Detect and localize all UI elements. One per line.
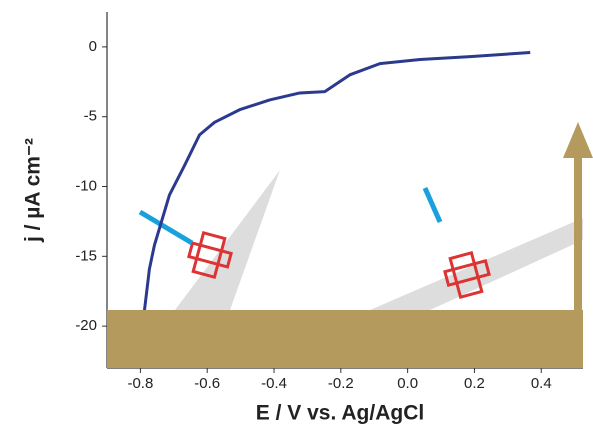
x-tick-label: -0.2 <box>328 375 354 392</box>
y-tick-label: -10 <box>75 177 97 194</box>
y-tick-label: -20 <box>75 317 97 334</box>
x-tick-label: -0.8 <box>127 375 153 392</box>
y-axis-title: j / µA cm⁻² <box>22 138 45 243</box>
x-tick-label: 0.4 <box>531 375 552 392</box>
x-tick-label: -0.6 <box>194 375 220 392</box>
x-tick-label: -0.4 <box>261 375 287 392</box>
y-tick-label: -5 <box>84 108 97 125</box>
line-series <box>142 50 531 311</box>
base-block <box>107 310 583 368</box>
arrow <box>563 122 593 312</box>
y-tick-label: -15 <box>75 247 97 264</box>
molecule-left <box>138 170 280 310</box>
x-tick-label: 0.2 <box>464 375 485 392</box>
x-tick-label: 0.0 <box>397 375 418 392</box>
molecule-right <box>370 186 583 310</box>
y-tick-label: 0 <box>89 38 97 55</box>
x-axis-title: E / V vs. Ag/AgCl <box>256 402 424 425</box>
